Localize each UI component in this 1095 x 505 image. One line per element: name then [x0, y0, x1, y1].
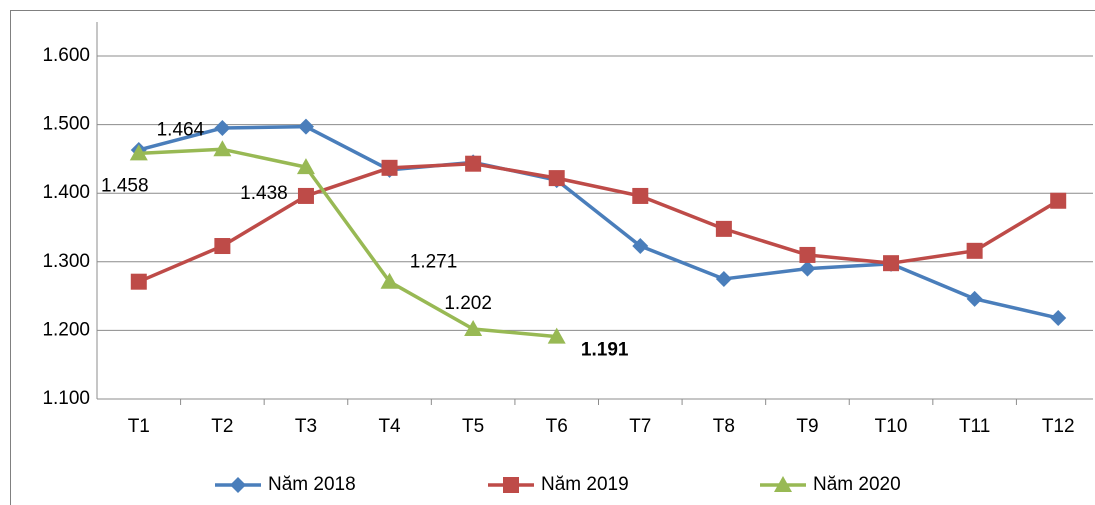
data-label: 1.191	[581, 340, 629, 361]
x-tick-label: T1	[128, 416, 150, 437]
point	[799, 246, 816, 263]
x-tick-label: T3	[295, 416, 317, 437]
point	[799, 260, 816, 277]
legend-label: Năm 2018	[268, 474, 356, 495]
point	[632, 187, 649, 204]
y-tick-label: 1.600	[42, 45, 90, 66]
point	[548, 170, 565, 187]
point	[1050, 310, 1067, 327]
point	[297, 118, 314, 135]
point	[715, 220, 732, 237]
series-line	[138, 161, 1060, 284]
point	[381, 159, 398, 176]
y-tick-label: 1.200	[42, 319, 90, 340]
series-line	[138, 147, 557, 339]
x-tick-label: T10	[875, 416, 908, 437]
point	[464, 320, 483, 337]
point	[966, 242, 983, 259]
y-tick-label: 1.100	[42, 388, 90, 409]
point	[465, 155, 482, 172]
legend-label: Năm 2020	[813, 474, 901, 495]
point	[1050, 192, 1067, 209]
x-tick-label: T8	[713, 416, 735, 437]
point	[213, 140, 232, 157]
point	[129, 144, 148, 161]
x-tick-label: T7	[629, 416, 651, 437]
data-label: 1.464	[157, 119, 205, 140]
point	[547, 327, 566, 344]
data-label: 1.458	[101, 175, 149, 196]
x-tick-label: T5	[462, 416, 484, 437]
x-tick-label: T6	[546, 416, 568, 437]
y-tick-label: 1.300	[42, 251, 90, 272]
point	[380, 272, 399, 289]
legend-item: Năm 2018	[215, 474, 356, 495]
point	[715, 270, 732, 287]
x-tick-label: T4	[378, 416, 401, 437]
point	[214, 120, 231, 137]
data-label: 1.438	[240, 183, 288, 204]
series-line	[138, 124, 1059, 320]
point	[297, 187, 314, 204]
point	[632, 238, 649, 255]
x-tick-label: T11	[959, 416, 990, 437]
x-tick-label: T9	[796, 416, 818, 437]
point	[214, 238, 231, 255]
x-tick-label: T2	[211, 416, 233, 437]
legend-label: Năm 2019	[541, 474, 629, 495]
point	[230, 477, 246, 493]
point	[130, 273, 147, 290]
x-tick-label: T12	[1042, 416, 1075, 437]
data-label: 1.271	[410, 252, 458, 273]
y-tick-label: 1.400	[42, 182, 90, 203]
point	[966, 290, 983, 307]
point	[296, 158, 315, 175]
point	[774, 476, 792, 492]
legend-item: Năm 2020	[760, 474, 901, 495]
data-label: 1.202	[444, 293, 492, 314]
legend-item: Năm 2019	[488, 474, 629, 495]
point	[503, 477, 519, 493]
y-tick-label: 1.500	[42, 114, 90, 135]
point	[883, 255, 900, 272]
